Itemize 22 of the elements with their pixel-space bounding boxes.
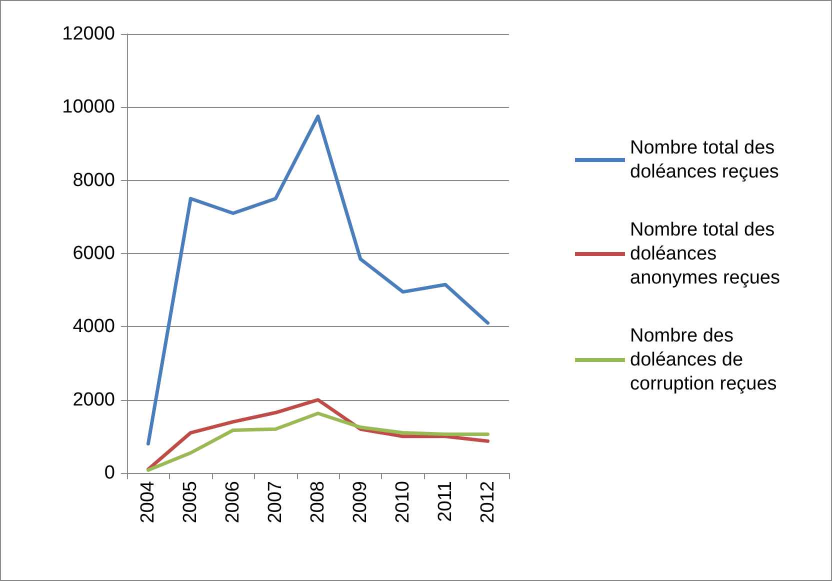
legend-label: Nombre total des doléances anonymes reçues xyxy=(630,220,780,288)
x-tick-label: 2011 xyxy=(434,481,456,522)
y-tick-label: 4000 xyxy=(72,316,115,338)
line-series xyxy=(146,412,490,472)
x-tick-label: 2007 xyxy=(265,481,286,524)
x-tick-label: 2012 xyxy=(477,481,498,524)
y-tick-label: 10000 xyxy=(62,96,115,118)
x-tick-label: 2006 xyxy=(222,481,244,524)
line-series xyxy=(146,114,490,446)
x-tick-label: 2005 xyxy=(180,481,202,524)
x-tick-label: 2009 xyxy=(350,481,371,524)
legend-label: Nombre total des doléances reçues xyxy=(630,138,780,182)
legend-label: Nombre des doléances de corruption reçues xyxy=(630,326,777,394)
x-tick-label: 2010 xyxy=(392,481,414,524)
y-tick-label: 0 xyxy=(104,462,115,484)
x-tick-label: 2004 xyxy=(138,480,159,524)
y-tick-label: 12000 xyxy=(62,24,115,44)
y-tick-label: 8000 xyxy=(72,170,115,191)
x-tick-label: 2008 xyxy=(308,481,328,524)
y-tick-label: 2000 xyxy=(72,389,115,410)
line-series xyxy=(146,398,490,472)
y-tick-label: 6000 xyxy=(72,243,115,264)
